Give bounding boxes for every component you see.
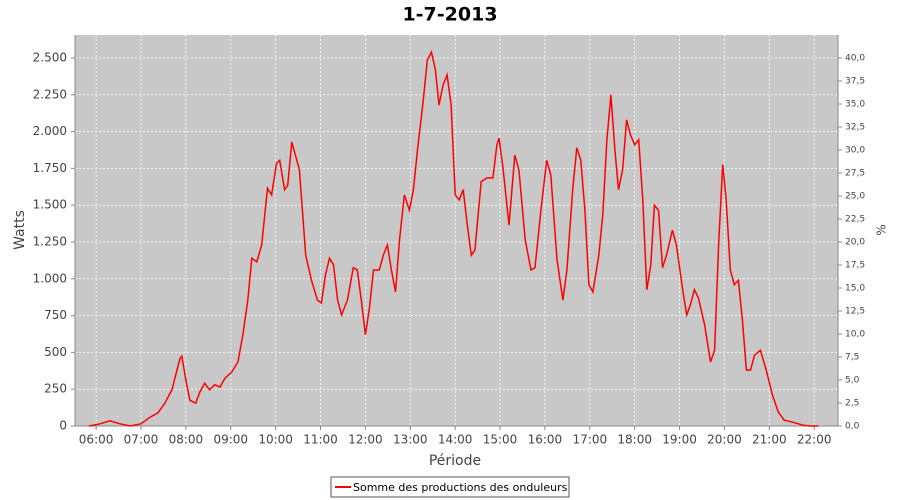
x-tick-label: 21:00 (752, 433, 787, 447)
y-tick-label: 500 (44, 345, 67, 359)
x-tick-label: 14:00 (438, 433, 473, 447)
y2-tick-label: 40,0 (845, 54, 865, 64)
x-tick-label: 18:00 (617, 433, 652, 447)
y-tick-label: 1.250 (33, 234, 67, 248)
y2-tick-label: 20,0 (845, 238, 865, 248)
x-tick-label: 11:00 (303, 433, 338, 447)
y-tick-label: 2.000 (33, 124, 67, 138)
y2-tick-label: 27,5 (845, 169, 865, 179)
x-tick-label: 10:00 (258, 433, 293, 447)
legend-label: Somme des productions des onduleurs (353, 481, 568, 494)
x-tick-label: 22:00 (797, 433, 832, 447)
y2-tick-label: 10,0 (845, 330, 865, 340)
y-tick-label: 2.500 (33, 50, 67, 64)
legend-box (330, 476, 570, 498)
y2-tick-label: 37,5 (845, 77, 865, 87)
x-tick-label: 17:00 (573, 433, 608, 447)
y-tick-label: 2.250 (33, 87, 67, 101)
y-tick-label: 750 (44, 308, 67, 322)
x-tick-label: 09:00 (213, 433, 248, 447)
y2-tick-label: 17,5 (845, 261, 865, 271)
y2-tick-label: 30,0 (845, 146, 865, 156)
y2-tick-label: 5,0 (845, 376, 860, 386)
x-tick-label: 20:00 (707, 433, 742, 447)
x-tick-label: 16:00 (528, 433, 563, 447)
y2-tick-label: 0,0 (845, 422, 860, 432)
y2-tick-label: 15,0 (845, 284, 865, 294)
y2-tick-label: 12,5 (845, 307, 865, 317)
data-line (88, 49, 819, 427)
y2-tick-label: 35,0 (845, 100, 865, 110)
x-tick-label: 08:00 (169, 433, 204, 447)
x-tick-label: 13:00 (393, 433, 428, 447)
y-axis-label: Watts (12, 210, 28, 250)
x-tick-label: 06:00 (79, 433, 114, 447)
y2-axis-label: % (875, 224, 889, 235)
y2-tick-label: 7,5 (845, 353, 859, 363)
x-axis-label: Période (429, 453, 481, 469)
y-tick-label: 1.750 (33, 161, 67, 175)
x-tick-label: 12:00 (348, 433, 383, 447)
y2-tick-label: 22,5 (845, 215, 865, 225)
x-tick-label: 07:00 (124, 433, 159, 447)
y-tick-label: 1.000 (33, 271, 67, 285)
y2-tick-label: 25,0 (845, 192, 865, 202)
x-tick-label: 15:00 (483, 433, 518, 447)
chart-title: 1-7-2013 (402, 4, 497, 26)
y2-tick-label: 32,5 (845, 123, 865, 133)
y-tick-label: 1.500 (33, 198, 67, 212)
y-tick-label: 250 (44, 382, 67, 396)
x-tick-label: 19:00 (662, 433, 697, 447)
plot-area (75, 35, 838, 426)
y2-tick-label: 2,5 (845, 399, 859, 409)
y-tick-label: 0 (59, 419, 67, 433)
